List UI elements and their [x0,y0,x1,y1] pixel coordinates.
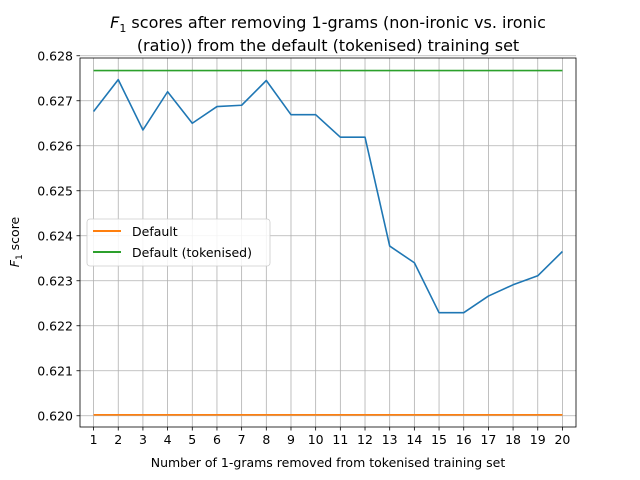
ylabel-f-subscript: 1 [15,254,25,260]
ylabel-f-symbol: F [7,259,22,267]
x-tick-label: 16 [456,432,472,447]
y-tick-label: 0.627 [37,93,73,108]
chart-title-line-2: (ratio)) from the default (tokenised) tr… [137,36,519,55]
y-axis-ticks: 0.620 0.621 0.622 0.623 0.624 0.625 0.626 0.627… [37,48,80,423]
series-lines [92,69,563,416]
plot-frame [79,57,577,428]
x-tick-label: 7 [238,432,246,447]
legend-label-default: Default [132,224,178,239]
x-tick-label: 12 [357,432,373,447]
x-tick-label: 4 [164,432,172,447]
y-tick-label: 0.628 [37,48,73,63]
x-tick-label: 14 [406,432,422,447]
y-tick-label: 0.621 [37,363,73,378]
series-line-unlabeled-0 [92,78,563,314]
x-tick-label: 3 [139,432,147,447]
y-tick-label: 0.623 [37,273,73,288]
y-axis-label: F1 score [7,216,25,267]
x-tick-label: 18 [505,432,521,447]
title-line-1-text: scores after removing 1-grams (non-ironi… [126,13,546,32]
x-tick-label: 11 [332,432,348,447]
x-tick-label: 20 [554,432,570,447]
ylabel-text: score [7,216,22,254]
title-f-symbol: F [110,13,120,32]
x-tick-label: 13 [382,432,398,447]
x-tick-label: 5 [188,432,196,447]
x-axis-ticks: 1 2 3 4 5 6 7 8 9 10 11 12 13 14 15 16 17 18 19 20 [90,427,570,447]
legend: Default Default (tokenised) [86,218,271,267]
x-tick-label: 1 [90,432,98,447]
x-tick-label: 9 [287,432,295,447]
legend-box [86,218,271,267]
x-tick-label: 8 [262,432,270,447]
x-tick-label: 19 [530,432,546,447]
y-tick-label: 0.622 [37,318,73,333]
x-axis-label: Number of 1-grams removed from tokenised… [151,455,506,470]
chart-title-line-1: F1 scores after removing 1-grams (non-ir… [110,13,546,35]
legend-label-default-tokenised: Default (tokenised) [132,245,252,260]
x-tick-label: 15 [431,432,447,447]
y-tick-label: 0.626 [37,138,73,153]
title-f-subscript: 1 [119,22,126,35]
x-tick-label: 6 [213,432,221,447]
grid-lines [80,55,576,427]
y-tick-label: 0.620 [37,408,73,423]
y-tick-label: 0.625 [37,183,73,198]
x-tick-label: 2 [114,432,122,447]
x-tick-label: 10 [308,432,324,447]
x-tick-label: 17 [480,432,496,447]
y-tick-label: 0.624 [37,228,73,243]
